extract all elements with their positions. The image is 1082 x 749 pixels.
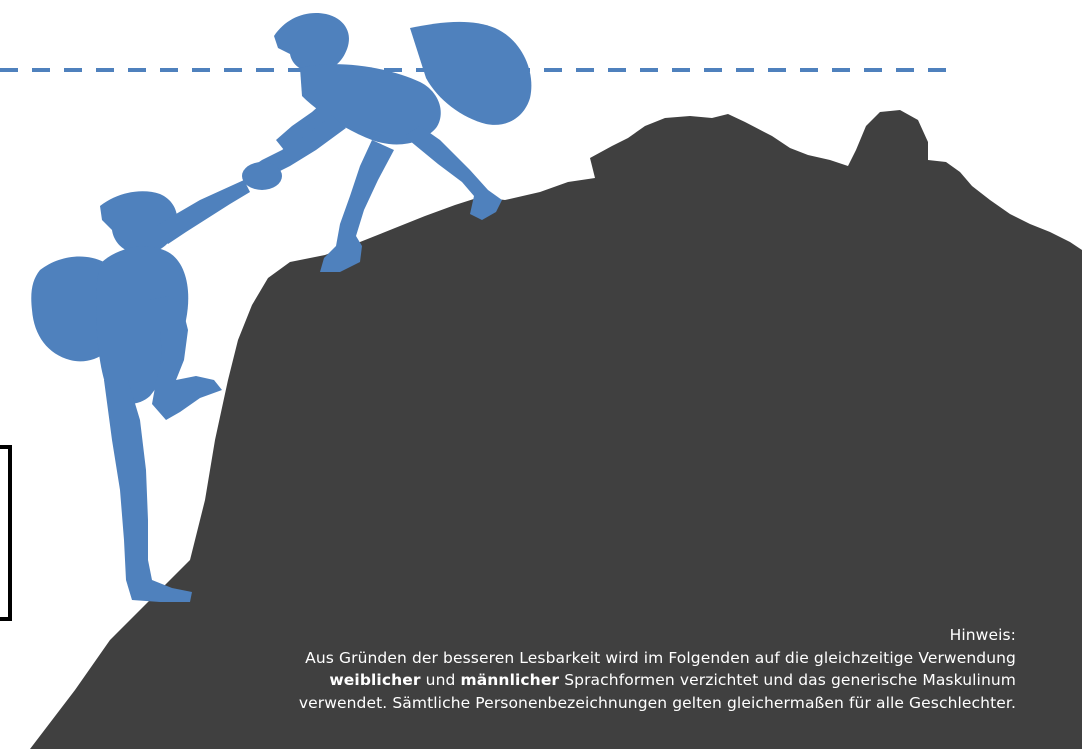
upper-climber	[250, 12, 532, 272]
frame-edge	[0, 445, 12, 621]
hands	[242, 162, 282, 190]
note-line-2: weiblicher und männlicher Sprachformen v…	[116, 669, 1016, 692]
mountain-silhouette	[30, 110, 1082, 749]
note-line-1: Aus Gründen der besseren Lesbarkeit wird…	[305, 648, 1016, 667]
word-female: weiblicher	[329, 671, 421, 689]
lower-climber	[31, 180, 250, 602]
disclaimer-note: Hinweis: Aus Gründen der besseren Lesbar…	[116, 624, 1016, 714]
note-line-2-rest: Sprachformen verzichtet und das generisc…	[564, 671, 1016, 689]
note-line-3: verwendet. Sämtliche Personenbezeichnung…	[298, 693, 1016, 712]
note-heading: Hinweis:	[949, 626, 1016, 644]
word-male: männlicher	[460, 671, 560, 689]
word-and: und	[425, 671, 456, 689]
